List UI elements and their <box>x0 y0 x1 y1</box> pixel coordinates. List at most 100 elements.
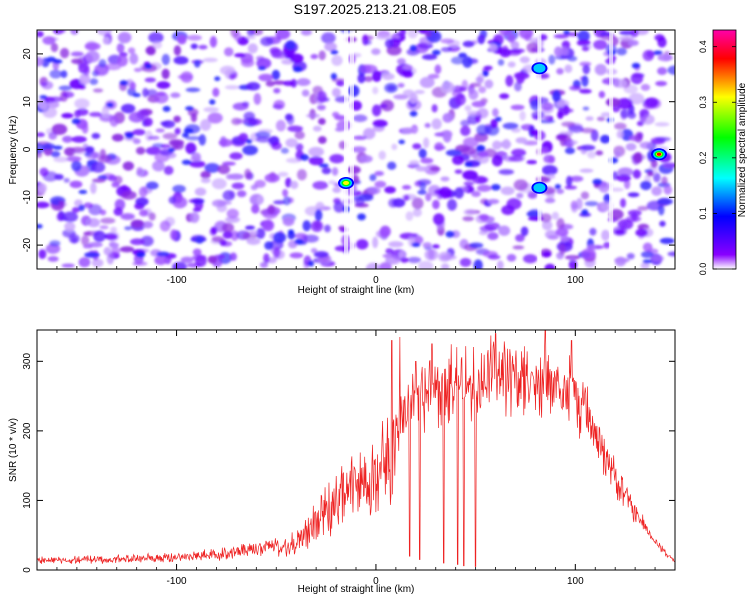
noise-hotspot <box>299 154 310 161</box>
noise-blob <box>147 135 160 140</box>
noise-blob <box>246 82 261 91</box>
noise-blob <box>564 64 573 73</box>
noise-blob <box>119 246 135 253</box>
y-tick-label: 0 <box>22 146 33 152</box>
noise-blob <box>419 30 428 34</box>
noise-blob <box>353 135 367 140</box>
noise-blob <box>289 252 304 259</box>
noise-blob <box>310 247 318 254</box>
noise-blob <box>96 30 112 36</box>
noise-blob <box>116 42 125 54</box>
noise-blob <box>507 34 516 44</box>
noise-blob <box>442 112 453 123</box>
noise-blob <box>661 176 668 185</box>
noise-blob <box>180 256 194 264</box>
noise-blob <box>265 80 275 87</box>
noise-blob <box>74 110 82 118</box>
noise-hotspot <box>287 229 295 235</box>
noise-blob <box>571 140 578 145</box>
noise-blob <box>500 186 515 196</box>
noise-blob <box>639 141 654 150</box>
noise-blob <box>100 217 116 224</box>
noise-blob <box>567 32 580 37</box>
noise-hotspot <box>181 159 192 165</box>
noise-blob <box>418 260 434 269</box>
noise-blob <box>102 36 110 45</box>
noise-blob <box>273 247 281 258</box>
noise-blob <box>402 126 419 134</box>
noise-blob <box>595 150 604 156</box>
noise-blob <box>515 234 525 242</box>
noise-blob <box>305 113 321 118</box>
noise-blob <box>352 114 368 123</box>
noise-blob <box>581 46 590 52</box>
noise-blob <box>657 198 673 206</box>
noise-blob <box>366 186 381 195</box>
noise-blob <box>516 192 524 199</box>
colorbar-label: Normalized spectral amplitude <box>737 82 748 217</box>
noise-blob <box>129 81 136 90</box>
noise-blob <box>253 92 262 105</box>
noise-blob <box>238 133 249 142</box>
noise-blob <box>507 61 516 68</box>
noise-blob <box>397 82 405 88</box>
noise-blob <box>513 179 529 191</box>
noise-blob <box>267 204 276 215</box>
noise-hotspot <box>292 66 303 73</box>
noise-blob <box>475 76 484 83</box>
noise-blob <box>651 186 663 196</box>
noise-blob <box>526 42 539 54</box>
noise-blob <box>434 64 442 75</box>
noise-blob <box>200 177 211 184</box>
noise-blob <box>70 146 85 153</box>
noise-blob <box>314 209 323 222</box>
noise-blob <box>415 166 428 172</box>
noise-blob <box>400 257 409 263</box>
noise-blob <box>172 184 186 193</box>
noise-blob <box>50 150 61 158</box>
noise-blob <box>632 169 641 179</box>
noise-blob <box>396 58 406 65</box>
noise-blob <box>132 261 148 266</box>
noise-blob <box>645 97 659 108</box>
noise-blob <box>412 208 422 217</box>
noise-blob <box>507 49 522 56</box>
noise-blob <box>173 141 184 150</box>
noise-blob <box>282 196 291 206</box>
noise-blob <box>105 233 118 241</box>
noise-blob <box>58 85 72 91</box>
noise-blob <box>603 241 611 249</box>
noise-blob <box>477 34 486 45</box>
noise-blob <box>580 191 590 200</box>
noise-blob <box>258 73 274 82</box>
noise-blob <box>302 220 311 232</box>
noise-blob <box>498 169 515 175</box>
noise-blob <box>148 32 164 44</box>
noise-blob <box>579 144 596 151</box>
noise-blob <box>132 129 146 136</box>
noise-hotspot <box>476 145 486 152</box>
noise-blob <box>564 185 578 190</box>
noise-blob <box>600 112 612 118</box>
noise-blob <box>657 54 673 62</box>
noise-blob <box>647 171 654 177</box>
noise-blob <box>331 167 339 176</box>
noise-hotspot <box>581 209 589 216</box>
noise-blob <box>260 36 274 47</box>
noise-blob <box>48 96 63 103</box>
noise-hotspot <box>245 138 253 144</box>
noise-blob <box>628 92 645 105</box>
noise-blob <box>192 207 202 212</box>
noise-blob <box>599 183 610 193</box>
noise-blob <box>161 68 170 80</box>
noise-blob <box>132 138 141 145</box>
noise-hotspot <box>37 223 43 229</box>
noise-blob <box>229 152 243 160</box>
noise-blob <box>484 222 501 231</box>
noise-blob <box>582 106 590 111</box>
noise-blob <box>105 63 122 71</box>
noise-blob <box>589 227 597 236</box>
noise-blob <box>640 83 651 91</box>
noise-blob <box>469 82 482 87</box>
snr-series-line <box>37 330 675 567</box>
